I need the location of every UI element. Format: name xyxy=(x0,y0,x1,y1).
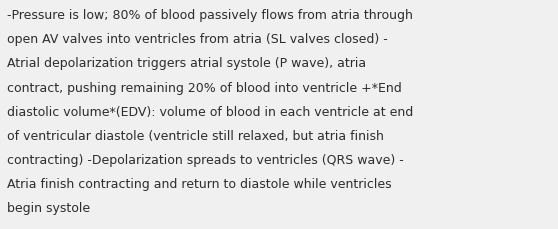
Text: Atrial depolarization triggers atrial systole (P wave), atria: Atrial depolarization triggers atrial sy… xyxy=(7,57,366,70)
Text: contracting) -Depolarization spreads to ventricles (QRS wave) -: contracting) -Depolarization spreads to … xyxy=(7,153,403,166)
Text: Atria finish contracting and return to diastole while ventricles: Atria finish contracting and return to d… xyxy=(7,177,391,191)
Text: diastolic volume*(EDV): volume of blood in each ventricle at end: diastolic volume*(EDV): volume of blood … xyxy=(7,105,413,118)
Text: -Pressure is low; 80% of blood passively flows from atria through: -Pressure is low; 80% of blood passively… xyxy=(7,9,412,22)
Text: begin systole: begin systole xyxy=(7,202,90,215)
Text: open AV valves into ventricles from atria (SL valves closed) -: open AV valves into ventricles from atri… xyxy=(7,33,387,46)
Text: contract, pushing remaining 20% of blood into ventricle +*End: contract, pushing remaining 20% of blood… xyxy=(7,81,401,94)
Text: of ventricular diastole (ventricle still relaxed, but atria finish: of ventricular diastole (ventricle still… xyxy=(7,129,383,142)
